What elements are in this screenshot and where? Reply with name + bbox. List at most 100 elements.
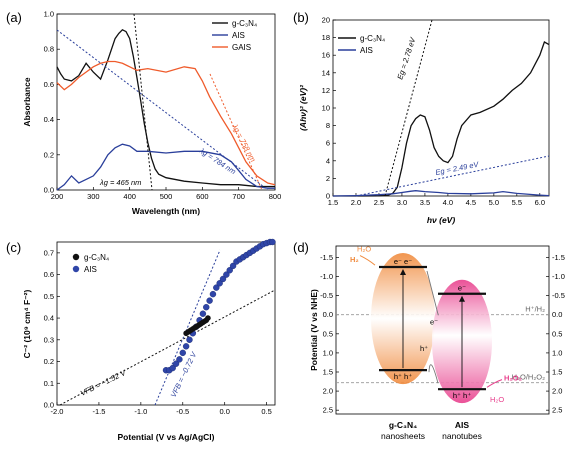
band-y-tick-label-left: -0.5 xyxy=(320,291,333,300)
anno-gcn-edge: λg = 465 nm xyxy=(99,178,141,187)
x-tick-label: 2.0 xyxy=(351,198,361,207)
legend-c-label-gcn: g-C₃N₄ xyxy=(84,253,109,262)
band-y-tick-label-right: -0.5 xyxy=(552,291,565,300)
y-tick-label: 1.0 xyxy=(44,10,54,19)
x-tick-label: 5.0 xyxy=(489,198,499,207)
panel-a-xlabel: Wavelength (nm) xyxy=(132,206,200,216)
band-y-tick-label-left: 0.5 xyxy=(323,329,333,338)
ais-point xyxy=(203,304,210,311)
band-y-tick-label-left: 0.0 xyxy=(323,310,333,319)
anno-c-ais-vfb: VFB = −0.72 V xyxy=(169,350,199,399)
panel-c-mott-schottky: (c) -2.0 -1.5 -1.0 -0.5 0.0 0.5 0.0 0.1 0.2 0.3 0.… xyxy=(6,238,276,442)
y-tick-label: 4 xyxy=(326,156,330,165)
x-tick-label: 800 xyxy=(269,192,282,201)
band-y-tick-label-right: 0.0 xyxy=(552,310,562,319)
panel-d-band-diagram: (d) -1.5 -1.5 -1.0 -1.0 -0.5 -0.5 0.0 0.0 0.5 0.5… xyxy=(293,240,565,441)
anno-b-gcn-eg: Eg = 2.78 eV xyxy=(395,35,417,80)
x-tick-label: -1.0 xyxy=(134,407,147,416)
y-tick-label: 6 xyxy=(326,139,330,148)
transfer-hole-label: h⁺ xyxy=(420,344,428,353)
band-y-tick-label-right: -1.0 xyxy=(552,272,565,281)
panel-b-ylabel: (Ahν)² (eV)² xyxy=(298,84,308,131)
gcn-electron-label: e⁻ e⁻ xyxy=(394,257,412,266)
panel-a-letter: (a) xyxy=(6,10,22,25)
ref-line-label: H⁺/H₂ xyxy=(525,305,545,314)
band-y-tick-label-left: -1.0 xyxy=(320,272,333,281)
ais-point xyxy=(172,360,180,367)
y-tick-label: 12 xyxy=(322,86,330,95)
x-tick-label: 400 xyxy=(123,192,136,201)
legend-c-marker-gcn xyxy=(72,253,80,261)
anno-b-ais-eg: Eg = 2.49 eV xyxy=(435,160,480,177)
y-tick-label: 2 xyxy=(326,174,330,183)
x-tick-label: 1.5 xyxy=(328,198,338,207)
x-tick-label: 600 xyxy=(196,192,209,201)
y-tick-label: 0.5 xyxy=(44,292,54,301)
ais-point xyxy=(269,238,276,246)
band-y-tick-label-left: 2.0 xyxy=(323,387,333,396)
panel-c-frame xyxy=(56,241,276,406)
reactant-h2o-bottom: H₂O xyxy=(490,395,504,404)
ais-point xyxy=(223,271,230,278)
legend-label-gais: GAIS xyxy=(232,43,251,52)
panel-c-legend: g-C₃N₄ AIS xyxy=(72,253,109,274)
gcn-hole-label: h⁺ h⁺ xyxy=(394,372,412,381)
h2-evolution-arrow xyxy=(359,255,376,266)
hole-transfer-arrow xyxy=(428,364,439,384)
band-y-tick-label-left: 2.5 xyxy=(323,406,333,415)
band-y-tick-label-right: 2.0 xyxy=(552,387,562,396)
tangent-c-ais xyxy=(154,249,221,406)
panel-b-tauc: (b) 1.5 2.0 2.5 3.0 3.5 4.0 4.5 5.0 5.5 6.0024681… xyxy=(293,10,550,225)
y-tick-label: 10 xyxy=(322,104,330,113)
panel-c-series xyxy=(162,238,276,374)
band-y-tick-label-left: 1.0 xyxy=(323,348,333,357)
y-tick-label: 0.6 xyxy=(44,270,54,279)
tangent-gcn xyxy=(133,13,153,191)
series-gcn-line xyxy=(56,29,275,188)
band-y-tick-label-right: 0.5 xyxy=(552,329,562,338)
x-tick-label: -2.0 xyxy=(51,407,64,416)
ais-point xyxy=(213,284,220,291)
panel-a-legend: g-C₃N₄ AIS GAIS xyxy=(212,19,257,52)
gcn-name: g-C₃N₄ xyxy=(389,420,417,430)
band-y-tick-label-right: 1.0 xyxy=(552,348,562,357)
x-tick-label: 6.0 xyxy=(535,198,545,207)
ais-point xyxy=(169,364,176,372)
y-tick-label: 0.1 xyxy=(44,379,54,388)
product-h2: H₂ xyxy=(350,255,359,264)
gcn-point xyxy=(205,315,211,321)
y-tick-label: 0.6 xyxy=(44,80,54,89)
panel-b-xlabel: hν (eV) xyxy=(427,215,456,225)
y-tick-label: 20 xyxy=(322,16,330,25)
ais-hole-label: h⁺ h⁺ xyxy=(453,391,471,400)
x-tick-label: 2.5 xyxy=(374,198,384,207)
reactant-h2o-top: H₂O xyxy=(357,245,371,254)
legend-label-ais: AIS xyxy=(232,31,245,40)
anno-c-gcn-vfb: VFB = −1.52 V xyxy=(79,368,128,398)
ais-arrow-head xyxy=(459,295,465,302)
panel-c-ticks: -2.0 -1.5 -1.0 -0.5 0.0 0.5 0.0 0.1 0.2 0.3 0.4 0.5… xyxy=(44,248,272,416)
ais-electron-label: e⁻ xyxy=(458,284,466,293)
panel-b-letter: (b) xyxy=(293,10,309,25)
y-tick-label: 0.2 xyxy=(44,357,54,366)
panel-c-xlabel: Potential (V vs Ag/AgCl) xyxy=(118,432,215,442)
tangent-gais xyxy=(209,73,263,191)
x-tick-label: 4.5 xyxy=(466,198,476,207)
ais-point xyxy=(199,310,207,317)
panel-d-letter: (d) xyxy=(293,240,309,255)
ais-point xyxy=(206,297,213,304)
anno-ais-edge: λg = 784 nm xyxy=(197,146,237,177)
ais-point xyxy=(229,262,237,270)
panel-c-letter: (c) xyxy=(6,240,21,255)
panel-d-ticks: -1.5 -1.5 -1.0 -1.0 -0.5 -0.5 0.0 0.0 0.5 0.5 1.0 1… xyxy=(320,253,565,415)
series-b-gcn-line xyxy=(333,41,550,197)
transfer-electron-label: e⁻ xyxy=(430,317,438,326)
legend-c-marker-ais xyxy=(72,265,80,273)
ais-point xyxy=(219,275,227,283)
y-tick-label: 0.3 xyxy=(44,335,54,344)
y-tick-label: 0.0 xyxy=(44,186,54,195)
y-tick-label: 0.7 xyxy=(44,248,54,257)
ais-point xyxy=(182,343,190,350)
